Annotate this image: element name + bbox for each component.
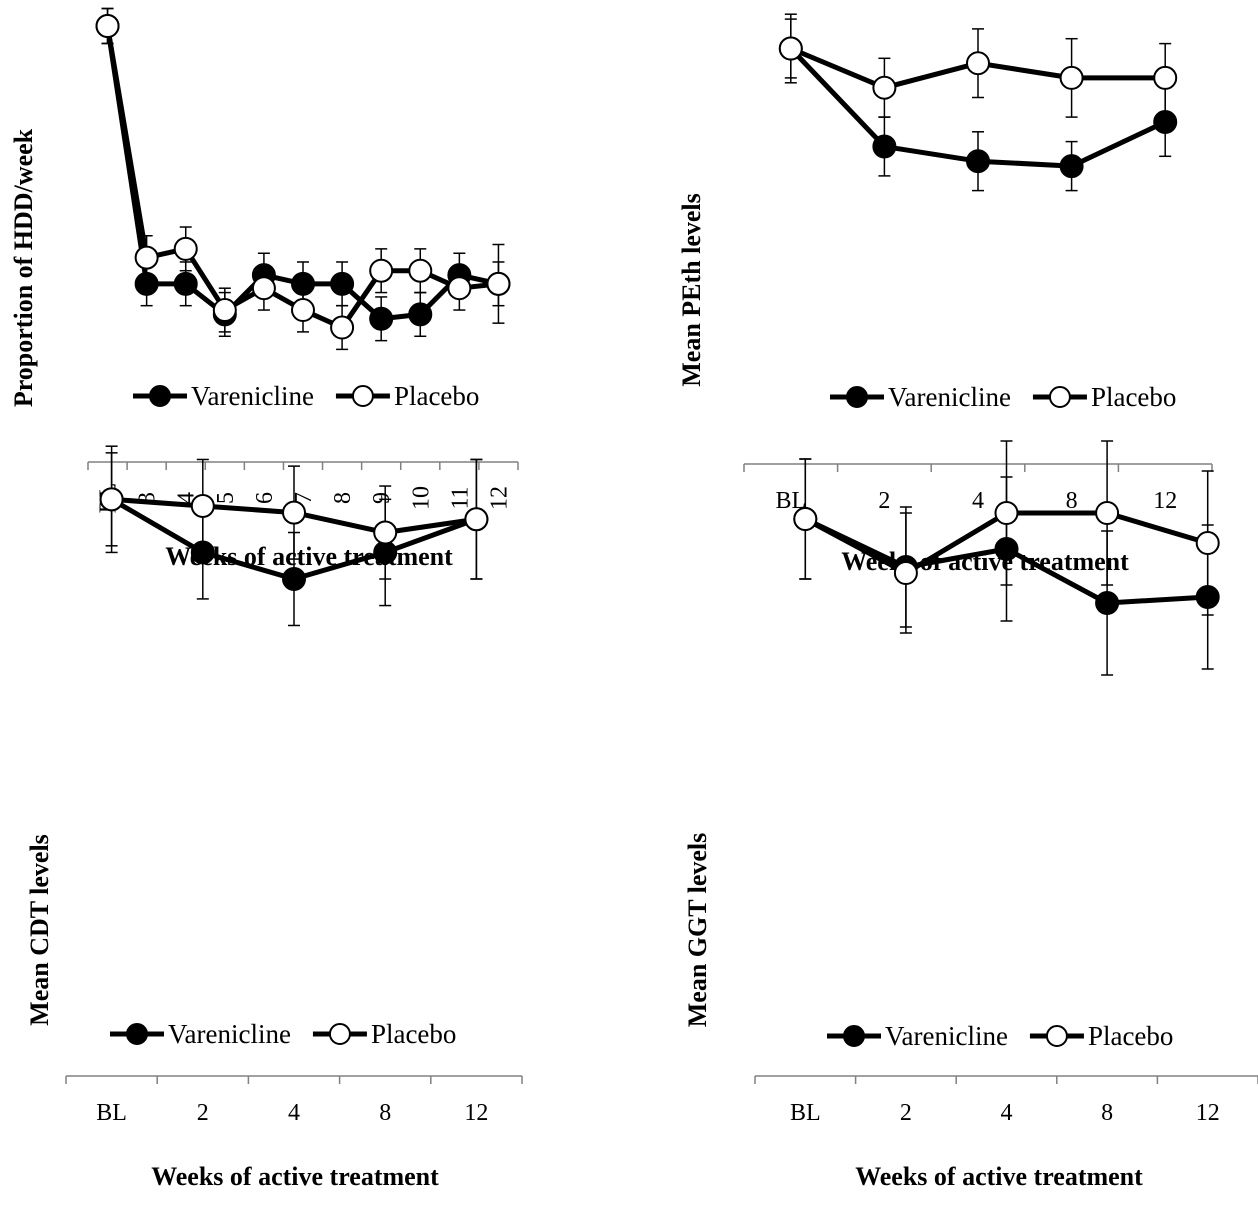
data-point [190,540,215,565]
data-point [1195,585,1220,609]
data-point [251,276,276,301]
data-point [778,36,803,61]
data-point [1153,110,1178,134]
data-point [212,298,237,323]
x-tick-label: 9 [369,492,395,504]
data-point [966,51,990,76]
x-tick-label: 12 [1153,488,1177,514]
data-point [173,271,198,296]
data-point [99,487,124,512]
data-point [408,258,433,283]
chart-panel-3: BL 2 4 8 12 Weeks of active treatment Mean CDT… [25,445,523,1191]
x-tick-label: 6 [252,492,278,504]
legend: Varenicline Placebo [110,1019,456,1049]
x-tick-label: 12 [464,1100,488,1126]
data-point [330,271,355,296]
data-point [872,134,897,159]
y-axis-title: Mean CDT levels [25,834,54,1026]
data-point [486,271,511,296]
legend: Varenicline Placebo [133,381,479,411]
data-point [408,302,433,327]
x-tick-label: BL [96,1100,127,1126]
legend-marker [126,1023,148,1045]
legend-label: Placebo [1091,382,1176,412]
legend: Varenicline Placebo [827,1021,1173,1051]
data-point [872,75,897,100]
x-tick-label: 8 [330,492,356,504]
x-tick-label: 2 [197,1100,209,1126]
markers-placebo [99,487,489,545]
data-point [1059,65,1084,90]
data-point [282,567,306,591]
chart-panel-1: BL3456789101112Weeks of active treatment… [9,7,519,571]
data-point [793,507,818,531]
x-tick-label: 2 [878,488,890,514]
x-tick-label: 12 [486,486,512,510]
x-axis-title: Weeks of active treatment [855,1162,1143,1191]
data-point [369,258,394,283]
x-tick-label: 4 [1001,1100,1013,1126]
data-point [1195,531,1220,555]
data-point [330,315,355,340]
data-point [447,276,472,301]
data-point [291,271,315,296]
data-point [1153,65,1178,90]
x-tick-label: 11 [447,486,473,509]
data-point [95,14,120,38]
x-axis-title: Weeks of active treatment [151,1162,439,1191]
y-axis-title: Proportion of HDD/week [9,128,38,407]
legend-label: Varenicline [885,1021,1008,1051]
data-point [1095,501,1120,525]
y-axis-title: Mean GGT levels [683,833,712,1028]
legend-label: Varenicline [191,381,314,411]
legend-marker [328,1023,351,1045]
legend: Varenicline Placebo [830,382,1176,412]
markers-placebo [793,501,1220,585]
x-tick-label: 7 [291,492,317,504]
x-tick-label: 12 [1196,1100,1220,1126]
data-point [464,507,489,532]
legend-marker [1048,386,1071,408]
data-point [134,245,159,270]
x-tick-label: 4 [972,488,984,514]
legend-marker [843,1025,865,1047]
x-tick-label: BL [790,1100,821,1126]
data-point [373,540,398,565]
data-point [134,271,159,296]
data-point [966,149,990,174]
legend-label: Placebo [394,381,479,411]
x-tick-label: 10 [408,486,434,510]
data-point [173,236,198,261]
data-point [291,298,315,323]
legend-label: Varenicline [888,382,1011,412]
y-axis-title: Mean PEth levels [677,193,706,387]
x-tick-label: 8 [1066,488,1078,514]
legend-marker [1045,1025,1068,1047]
chart-panel-4: BL 2 4 8 12 Weeks of active treatment Mean GGT… [683,440,1258,1191]
data-point [190,493,215,518]
data-point [369,306,394,331]
x-tick-label: 8 [1101,1100,1113,1126]
data-point [1095,591,1120,615]
data-point [994,501,1019,525]
x-tick-label: 8 [379,1100,391,1126]
legend-marker [351,385,374,407]
x-tick-label: 4 [288,1100,300,1126]
markers-placebo [95,14,511,340]
legend-label: Placebo [1088,1021,1173,1051]
data-point [893,561,918,585]
legend-label: Varenicline [168,1019,291,1049]
legend-label: Placebo [371,1019,456,1049]
x-tick-label: 5 [213,492,239,504]
data-point [282,500,306,525]
legend-marker [149,385,171,407]
data-point [373,520,398,545]
data-point [994,537,1019,561]
data-point [1059,154,1084,179]
legend-marker [846,386,868,408]
markers-placebo [778,36,1178,100]
x-tick-label: 2 [900,1100,912,1126]
